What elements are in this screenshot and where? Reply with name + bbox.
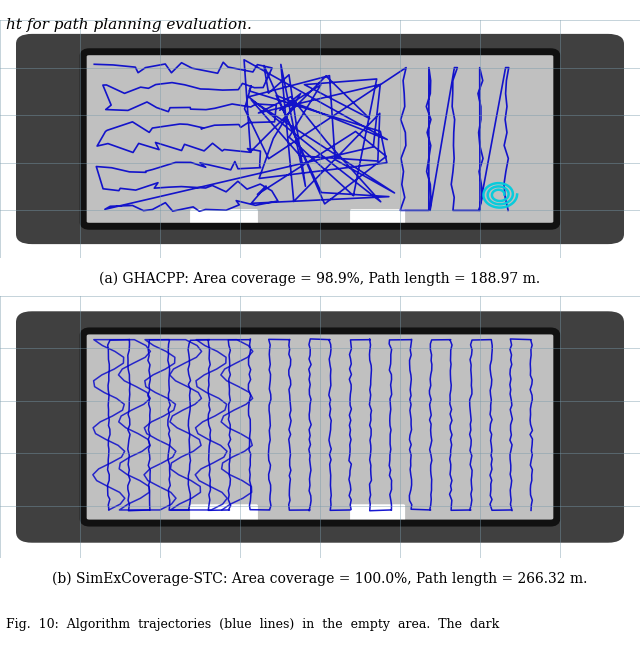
FancyBboxPatch shape [83, 52, 557, 226]
FancyBboxPatch shape [16, 34, 624, 244]
Text: Fig.  10:  Algorithm  trajectories  (blue  lines)  in  the  empty  area.  The  d: Fig. 10: Algorithm trajectories (blue li… [6, 618, 500, 631]
FancyBboxPatch shape [350, 209, 405, 228]
Ellipse shape [0, 170, 109, 250]
Text: ht for path planning evaluation.: ht for path planning evaluation. [6, 18, 252, 32]
FancyBboxPatch shape [16, 311, 624, 543]
Ellipse shape [531, 28, 640, 107]
Ellipse shape [531, 462, 640, 549]
FancyBboxPatch shape [83, 331, 557, 523]
Text: (a) GHACPP: Area coverage = 98.9%, Path length = 188.97 m.: (a) GHACPP: Area coverage = 98.9%, Path … [99, 272, 541, 286]
FancyBboxPatch shape [190, 209, 258, 228]
Ellipse shape [0, 28, 109, 107]
FancyBboxPatch shape [350, 504, 405, 524]
Ellipse shape [0, 305, 109, 392]
FancyBboxPatch shape [190, 504, 258, 524]
Text: (b) SimExCoverage-STC: Area coverage = 100.0%, Path length = 266.32 m.: (b) SimExCoverage-STC: Area coverage = 1… [52, 572, 588, 586]
Ellipse shape [531, 305, 640, 392]
Ellipse shape [531, 170, 640, 250]
Ellipse shape [0, 462, 109, 549]
